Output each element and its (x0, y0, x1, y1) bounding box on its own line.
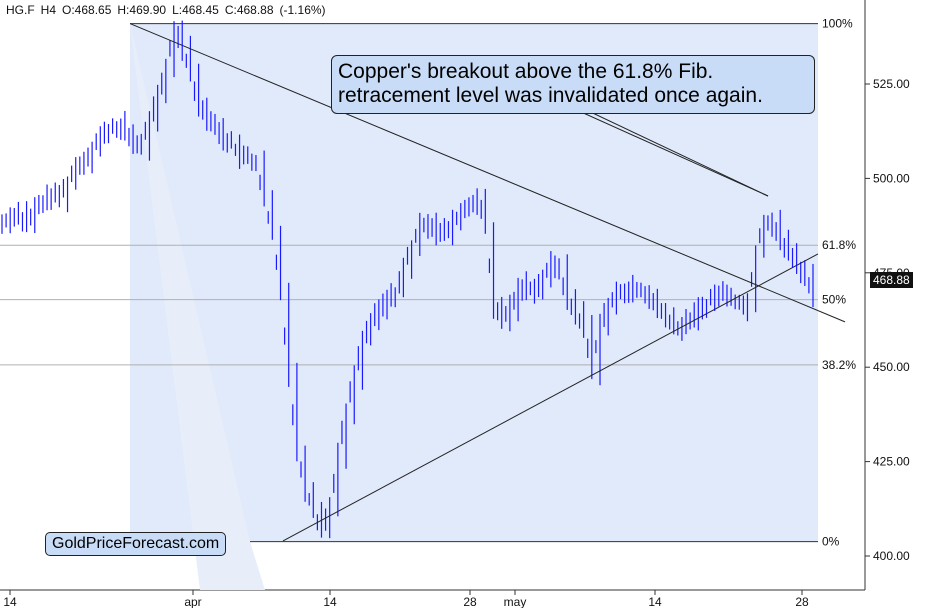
y-tick-label: 525.00 (873, 77, 910, 91)
annotation-callout: Copper's breakout above the 61.8% Fib. r… (331, 55, 815, 114)
open-value: O:468.65 (62, 3, 112, 17)
annotation-line-2: retracement level was invalidated once a… (338, 84, 763, 107)
fib-level-label: 100% (822, 17, 853, 31)
high-value: H:469.90 (117, 3, 167, 17)
descending-trendline (129, 23, 846, 323)
fib-level-label: 38.2% (822, 358, 856, 372)
x-tick-label: 28 (463, 595, 477, 608)
x-tick-label: 14 (323, 595, 337, 608)
fib-level-label: 0% (822, 535, 840, 549)
y-tick-label: 450.00 (873, 360, 910, 374)
x-tick-label: may (504, 595, 527, 608)
y-tick-label: 425.00 (873, 455, 910, 469)
ascending-trendline (282, 253, 819, 542)
y-tick-label: 500.00 (873, 171, 910, 185)
callout-pointer (579, 106, 769, 197)
annotation-line-1: Copper's breakout above the 61.8% Fib. (338, 60, 714, 83)
timeframe-label: H4 (40, 3, 57, 17)
fib-level-label: 61.8% (822, 238, 856, 252)
x-tick-label: apr (184, 595, 201, 608)
x-tick-label: 14 (648, 595, 662, 608)
low-value: L:468.45 (172, 3, 219, 17)
y-tick-label: 400.00 (873, 549, 910, 563)
symbol-label: HG.F (6, 3, 35, 17)
ohlc-header: HG.F H4 O:468.65 H:469.90 L:468.45 C:468.88 (-… (6, 3, 332, 17)
current-price-tag: 468.88 (870, 272, 913, 288)
watermark: GoldPriceForecast.com (45, 532, 227, 556)
fib-level-label: 50% (822, 293, 846, 307)
close-value: C:468.88 (224, 3, 274, 17)
x-tick-label: 14 (3, 595, 17, 608)
callout-pointer (569, 106, 769, 197)
fib-fan-shade (130, 23, 265, 591)
x-tick-label: 28 (795, 595, 809, 608)
change-value: (-1.16%) (279, 3, 326, 17)
